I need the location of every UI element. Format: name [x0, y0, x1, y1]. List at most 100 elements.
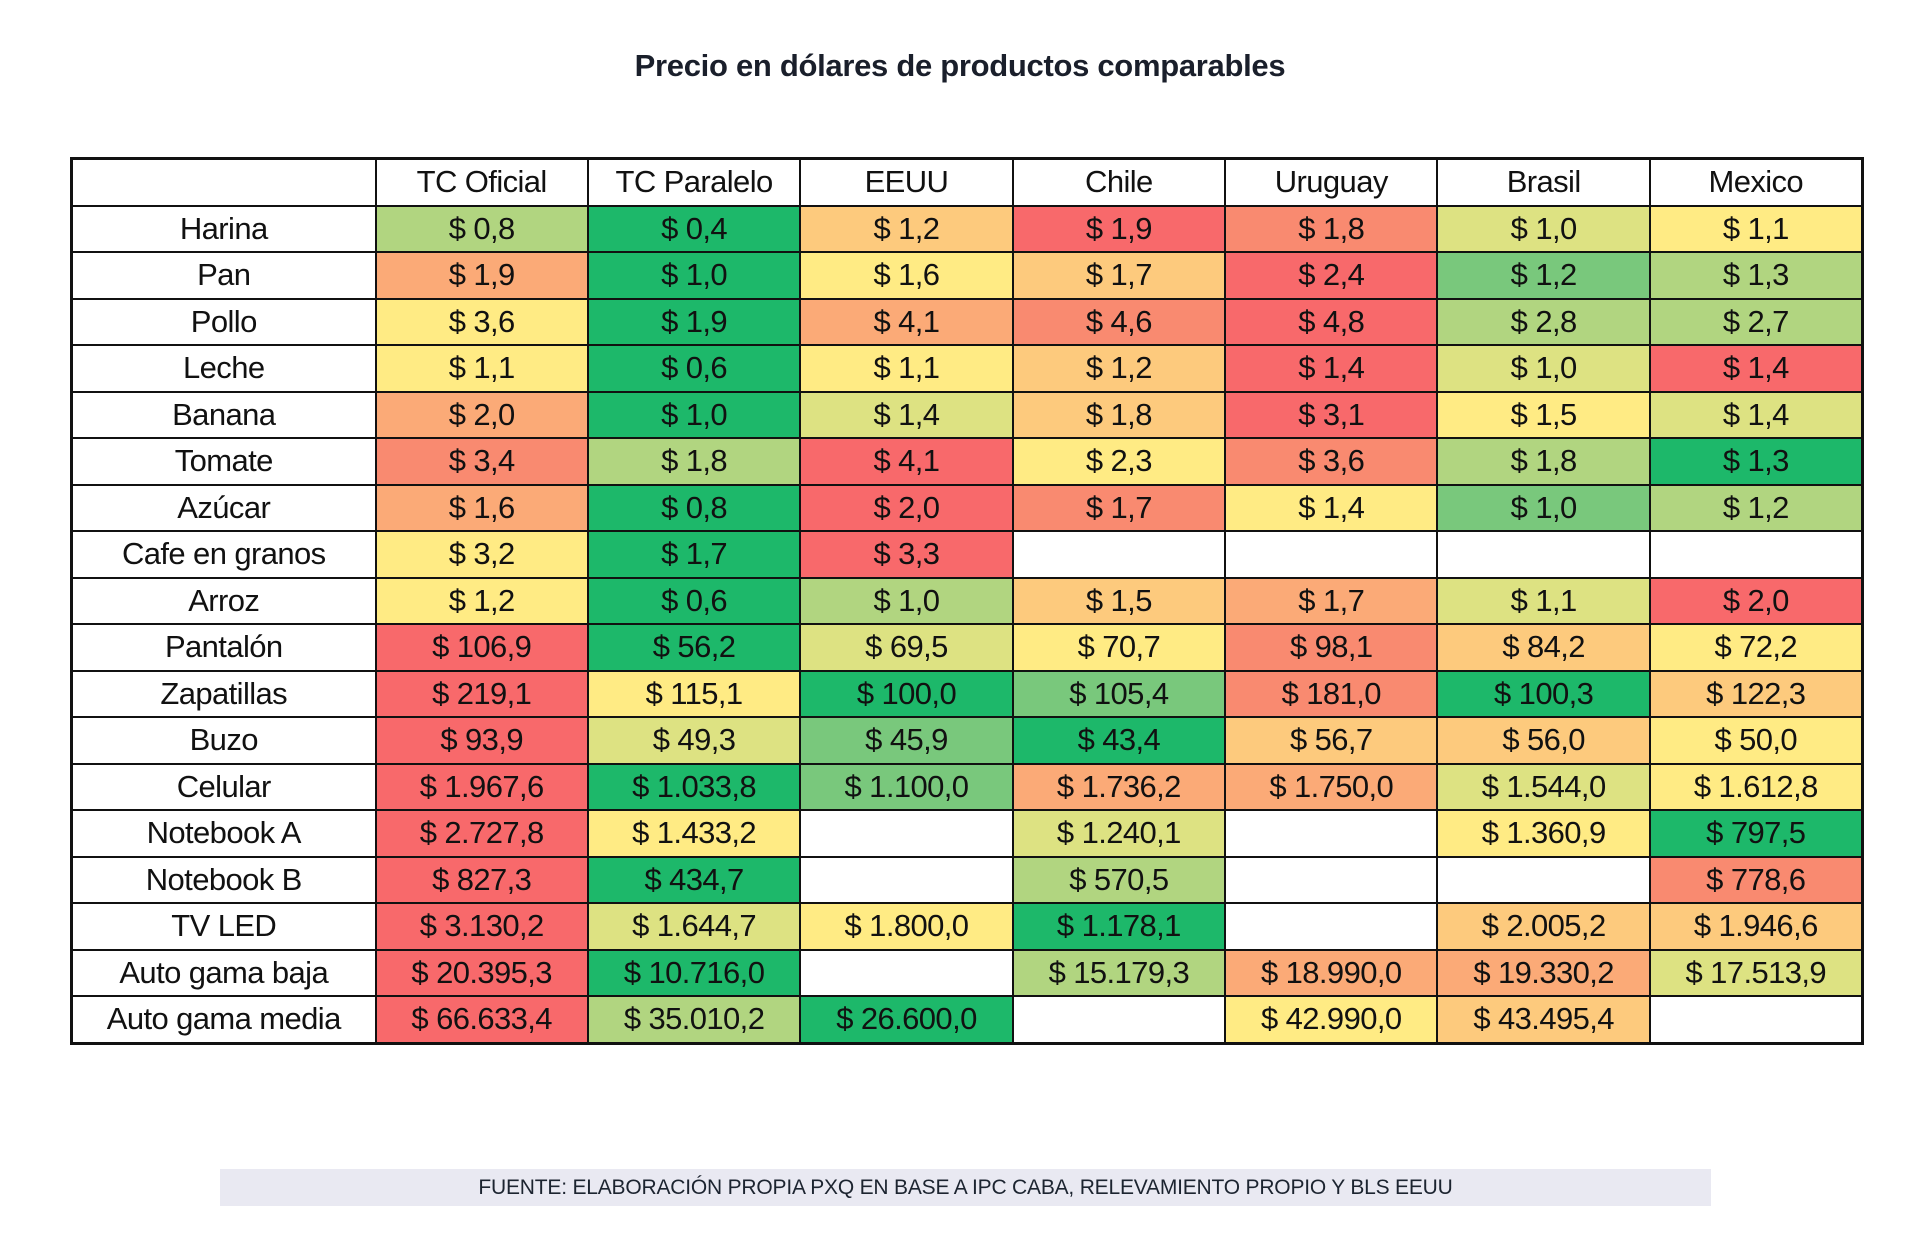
price-cell: $ 2,7 — [1648, 297, 1864, 346]
price-cell: $ 1.967,6 — [374, 762, 589, 811]
table-row: Auto gama baja $ 20.395,3 $ 10.716,0 $ 15.1… — [70, 948, 1864, 997]
price-cell: $ 0,8 — [586, 483, 802, 532]
price-cell: $ 43.495,4 — [1436, 995, 1651, 1044]
price-cell: $ 49,3 — [586, 716, 802, 765]
row-label: Cafe en granos — [70, 530, 377, 579]
price-cell: $ 1.644,7 — [586, 902, 802, 951]
table-row: Arroz $ 1,2 $ 0,6 $ 1,0 $ 1,5 $ 1,7 $ 1,1 $ 2,0 — [70, 576, 1864, 625]
column-header-tc-paralelo: TC Paralelo — [586, 157, 802, 207]
table-row: Banana $ 2,0 $ 1,0 $ 1,4 $ 1,8 $ 3,1 $ 1,5 $ 1,… — [70, 390, 1864, 439]
price-cell: $ 35.010,2 — [586, 995, 802, 1044]
price-cell: $ 0,4 — [586, 204, 802, 253]
price-cell: $ 69,5 — [799, 623, 1014, 672]
price-cell: $ 1.946,6 — [1648, 902, 1864, 951]
price-cell: $ 1,0 — [586, 251, 802, 300]
price-cell: $ 1,7 — [1011, 251, 1227, 300]
price-cell: $ 115,1 — [586, 669, 802, 718]
table-row: Auto gama media $ 66.633,4 $ 35.010,2 $ 26.… — [70, 995, 1864, 1044]
price-cell: $ 1,6 — [799, 251, 1014, 300]
price-cell: $ 1,3 — [1648, 437, 1864, 486]
price-cell: $ 1,1 — [799, 344, 1014, 393]
price-cell: $ 2,4 — [1224, 251, 1439, 300]
price-cell: $ 4,1 — [799, 437, 1014, 486]
price-cell: $ 10.716,0 — [586, 948, 802, 997]
price-cell: $ 4,1 — [799, 297, 1014, 346]
row-label: Pollo — [70, 297, 377, 346]
row-label: Celular — [70, 762, 377, 811]
row-label: Leche — [70, 344, 377, 393]
row-label: Pan — [70, 251, 377, 300]
price-cell: $ 1.544,0 — [1436, 762, 1651, 811]
row-label: Banana — [70, 390, 377, 439]
header-row: TC Oficial TC Paralelo EEUU Chile Urugua… — [70, 157, 1864, 207]
price-cell: $ 1,3 — [1648, 251, 1864, 300]
table-row: TV LED $ 3.130,2 $ 1.644,7 $ 1.800,0 $ 1.178… — [70, 902, 1864, 951]
page-title: Precio en dólares de productos comparabl… — [634, 48, 1286, 83]
empty-cell — [1224, 809, 1439, 858]
price-cell: $ 1,4 — [1224, 344, 1439, 393]
column-header-uruguay: Uruguay — [1224, 157, 1439, 207]
price-cell: $ 15.179,3 — [1011, 948, 1227, 997]
price-cell: $ 2.727,8 — [374, 809, 589, 858]
price-cell: $ 18.990,0 — [1224, 948, 1439, 997]
table-row: Harina $ 0,8 $ 0,4 $ 1,2 $ 1,9 $ 1,8 $ 1,0 $ 1,… — [70, 204, 1864, 253]
price-cell: $ 2,8 — [1436, 297, 1651, 346]
price-cell: $ 70,7 — [1011, 623, 1227, 672]
row-label: Notebook B — [70, 855, 377, 904]
empty-cell — [1224, 902, 1439, 951]
price-cell: $ 1,2 — [1011, 344, 1227, 393]
price-cell: $ 181,0 — [1224, 669, 1439, 718]
price-cell: $ 0,6 — [586, 344, 802, 393]
price-cell: $ 72,2 — [1648, 623, 1864, 672]
column-header-eeuu: EEUU — [799, 157, 1014, 207]
row-label: TV LED — [70, 902, 377, 951]
price-cell: $ 56,7 — [1224, 716, 1439, 765]
price-cell: $ 1,4 — [1224, 483, 1439, 532]
table-row: Azúcar $ 1,6 $ 0,8 $ 2,0 $ 1,7 $ 1,4 $ 1,0 $ 1,… — [70, 483, 1864, 532]
price-cell: $ 100,0 — [799, 669, 1014, 718]
price-cell: $ 1,1 — [374, 344, 589, 393]
row-label: Arroz — [70, 576, 377, 625]
price-cell: $ 84,2 — [1436, 623, 1651, 672]
empty-cell — [1436, 530, 1651, 579]
price-cell: $ 56,2 — [586, 623, 802, 672]
table-row: Pantalón $ 106,9 $ 56,2 $ 69,5 $ 70,7 $ 98,1 $… — [70, 623, 1864, 672]
price-cell: $ 43,4 — [1011, 716, 1227, 765]
row-label: Pantalón — [70, 623, 377, 672]
row-label: Notebook A — [70, 809, 377, 858]
price-cell: $ 1,0 — [586, 390, 802, 439]
price-cell: $ 4,8 — [1224, 297, 1439, 346]
price-cell: $ 1.750,0 — [1224, 762, 1439, 811]
price-cell: $ 1.178,1 — [1011, 902, 1227, 951]
source-footnote: FUENTE: ELABORACIÓN PROPIA PXQ EN BASE A… — [220, 1169, 1711, 1206]
price-cell: $ 1.240,1 — [1011, 809, 1227, 858]
price-cell: $ 1.360,9 — [1436, 809, 1651, 858]
price-cell: $ 1,0 — [1436, 483, 1651, 532]
table-row: Leche $ 1,1 $ 0,6 $ 1,1 $ 1,2 $ 1,4 $ 1,0 $ 1,4 — [70, 344, 1864, 393]
price-cell: $ 778,6 — [1648, 855, 1864, 904]
price-cell: $ 1,6 — [374, 483, 589, 532]
price-cell: $ 1,4 — [799, 390, 1014, 439]
price-cell: $ 1,9 — [586, 297, 802, 346]
price-cell: $ 1,8 — [586, 437, 802, 486]
price-cell: $ 3,2 — [374, 530, 589, 579]
row-label: Auto gama baja — [70, 948, 377, 997]
table-row: Notebook A $ 2.727,8 $ 1.433,2 $ 1.240,1 $ 1… — [70, 809, 1864, 858]
price-cell: $ 1,2 — [1648, 483, 1864, 532]
price-cell: $ 100,3 — [1436, 669, 1651, 718]
row-label: Buzo — [70, 716, 377, 765]
table-row: Zapatillas $ 219,1 $ 115,1 $ 100,0 $ 105,4 $ … — [70, 669, 1864, 718]
price-cell: $ 3,6 — [1224, 437, 1439, 486]
column-header-brasil: Brasil — [1436, 157, 1651, 207]
price-cell: $ 1.100,0 — [799, 762, 1014, 811]
empty-cell — [1648, 995, 1864, 1044]
price-cell: $ 2,0 — [374, 390, 589, 439]
price-cell: $ 827,3 — [374, 855, 589, 904]
price-cell: $ 1,9 — [374, 251, 589, 300]
empty-cell — [1011, 995, 1227, 1044]
price-cell: $ 1.736,2 — [1011, 762, 1227, 811]
column-header-mexico: Mexico — [1648, 157, 1864, 207]
price-cell: $ 1.800,0 — [799, 902, 1014, 951]
price-cell: $ 2,0 — [799, 483, 1014, 532]
column-header-tc-oficial: TC Oficial — [374, 157, 589, 207]
